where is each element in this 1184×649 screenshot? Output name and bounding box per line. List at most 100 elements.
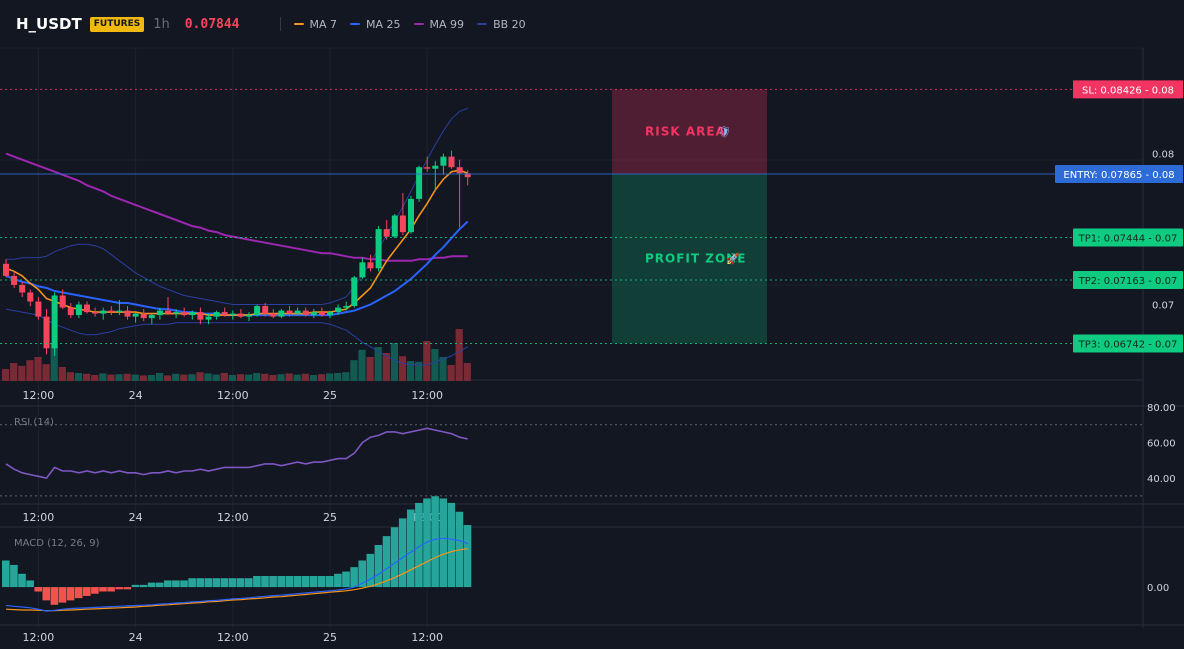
candle-body: [27, 292, 34, 302]
volume-bar: [91, 375, 99, 381]
timeframe-label[interactable]: 1h: [153, 16, 170, 32]
macd-histogram-bar: [236, 578, 245, 588]
candle-body: [327, 312, 333, 316]
volume-bar: [285, 373, 293, 381]
volume-bar: [350, 360, 358, 381]
price-tick-label: 0.07: [1152, 301, 1174, 312]
macd-pane: MACD (12, 26, 9) 0.00: [2, 496, 1169, 612]
shield-icon: 🛡: [717, 126, 731, 139]
ma25-swatch: [350, 23, 361, 25]
candle-body: [205, 316, 212, 320]
candle-body: [140, 313, 147, 319]
candle-body: [424, 167, 431, 169]
volume-bar: [107, 374, 115, 381]
volume-bar: [326, 373, 334, 381]
candle: [124, 306, 131, 320]
candle-body: [246, 315, 252, 317]
volume-bar: [463, 363, 471, 381]
candle-body: [262, 306, 269, 314]
volume-bar: [212, 374, 220, 381]
volume-bar: [74, 373, 83, 381]
macd-title: MACD (12, 26, 9): [14, 538, 100, 549]
candle-body: [43, 316, 50, 349]
last-price: 0.07844: [184, 16, 240, 32]
symbol-label[interactable]: H_USDT: [16, 15, 82, 33]
rsi-tick-label: 80.00: [1147, 403, 1176, 414]
macd-histogram-bar: [123, 587, 132, 590]
volume-bar: [390, 343, 398, 381]
candle: [229, 310, 236, 320]
tp3-price-label[interactable]: TP3: 0.06742 - 0.07: [1073, 334, 1183, 353]
volume-bar: [253, 373, 261, 381]
candle-body: [456, 167, 463, 174]
macd-histogram-bar: [366, 553, 375, 588]
macd-histogram-bar: [172, 580, 180, 588]
tp2-price-label[interactable]: TP2: 0.07163 - 0.07: [1073, 270, 1183, 289]
volume-bar: [196, 372, 204, 381]
level-labels[interactable]: SL: 0.08426 - 0.08 ENTRY: 0.07865 - 0.08 T…: [1055, 80, 1183, 353]
candles: [3, 150, 471, 356]
macd-histogram-bar: [431, 496, 439, 588]
macd-histogram-bar: [139, 584, 148, 588]
bollinger-bands: [5, 107, 468, 366]
entry-price-label[interactable]: ENTRY: 0.07865 - 0.08: [1055, 165, 1183, 184]
volume-bar: [423, 341, 431, 381]
tp1-price-label[interactable]: TP1: 0.07444 - 0.07: [1073, 228, 1183, 247]
candle: [270, 309, 277, 319]
header-divider: [279, 17, 281, 31]
macd-histogram-bar: [91, 587, 99, 594]
candle: [156, 307, 163, 320]
macd-histogram-bar: [390, 527, 399, 588]
time-tick-label: 12:00: [23, 631, 55, 644]
candle-body: [197, 312, 204, 320]
candle-body: [416, 167, 423, 199]
tp1-label-text: TP1: 0.07444 - 0.07: [1078, 234, 1178, 245]
candle-body: [254, 306, 261, 316]
legend-ma99-label: MA 99: [429, 17, 465, 31]
legend-ma25-label: MA 25: [366, 17, 401, 31]
time-tick-label: 24: [129, 511, 143, 524]
legend-ma25[interactable]: MA 25: [350, 18, 401, 31]
volume-bar: [431, 349, 439, 381]
macd-histogram-bar: [277, 576, 285, 588]
volume-bar: [334, 373, 342, 381]
volume-bar: [139, 375, 147, 381]
macd-histogram-bar: [439, 498, 447, 588]
rsi-line: [5, 427, 468, 479]
macd-histogram-bar: [228, 578, 237, 588]
profit-zone-label: PROFIT ZONE: [645, 252, 746, 266]
macd-histogram-bar: [74, 587, 83, 599]
entry-label-text: ENTRY: 0.07865 - 0.08: [1063, 170, 1174, 181]
macd-histogram-bar: [212, 578, 221, 588]
candle: [108, 306, 115, 316]
candle: [359, 257, 366, 279]
candle-body: [148, 315, 155, 319]
candle: [408, 195, 414, 234]
volume-bar: [34, 357, 42, 381]
futures-badge: FUTURES: [89, 16, 145, 32]
macd-histogram-bar: [50, 587, 59, 605]
candle-body: [11, 275, 18, 285]
volume-bar: [2, 369, 10, 381]
legend-ma7-label: MA 7: [309, 17, 338, 31]
candle-body: [318, 312, 325, 316]
macd-histogram-bar: [358, 560, 366, 588]
candle: [116, 300, 123, 316]
candle-body: [3, 263, 9, 276]
volume-bar: [261, 373, 269, 381]
candle-body: [343, 306, 350, 308]
volume-bar: [236, 374, 245, 381]
legend-ma7[interactable]: MA 7: [293, 17, 338, 31]
candle-body: [367, 262, 374, 269]
volume-bar: [180, 374, 188, 381]
macd-tick-label: 0.00: [1147, 583, 1169, 594]
volume-bar: [309, 375, 317, 381]
legend-bb20[interactable]: BB 20: [477, 18, 526, 31]
volume-bar: [277, 374, 285, 381]
sl-price-label[interactable]: SL: 0.08426 - 0.08: [1073, 80, 1183, 99]
rsi-title: RSI (14): [14, 417, 54, 428]
macd-histogram-bar: [220, 578, 229, 588]
legend-ma99[interactable]: MA 99: [413, 17, 465, 31]
candle: [237, 309, 244, 319]
